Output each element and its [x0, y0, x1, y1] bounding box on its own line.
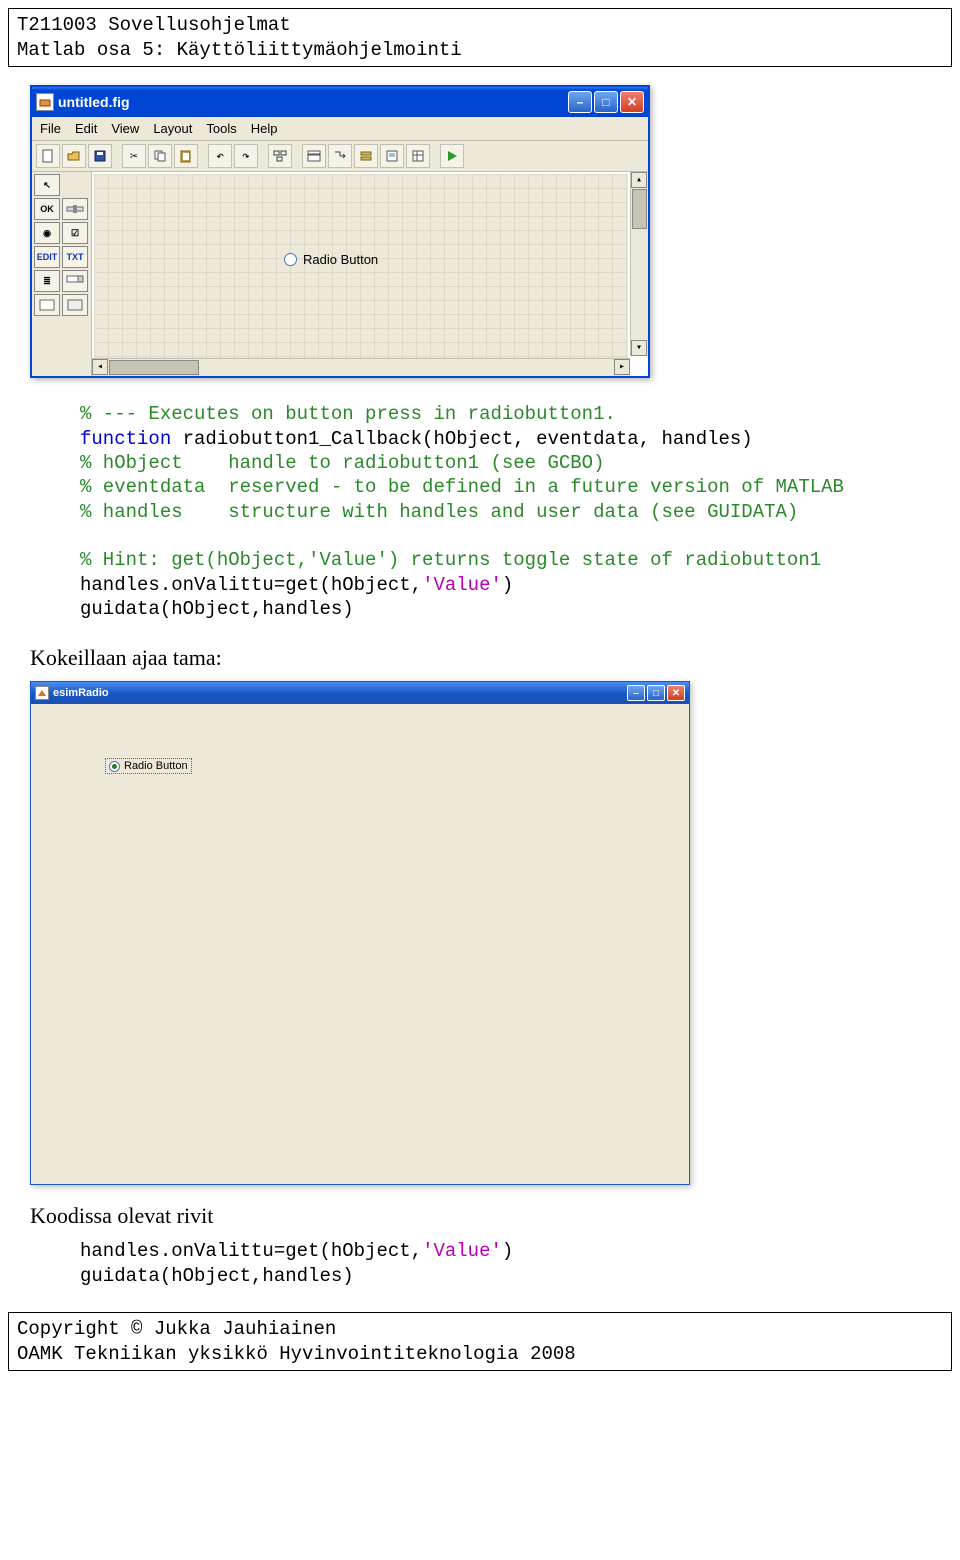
scroll-left-icon[interactable]: ◂ — [92, 359, 108, 375]
vertical-scrollbar[interactable]: ▴ ▾ — [630, 172, 648, 356]
panel-tool[interactable] — [62, 294, 88, 316]
code-line: handles.onValittu=get(hObject, — [80, 574, 422, 596]
radio-label: Radio Button — [303, 252, 378, 267]
code-line: guidata(hObject,handles) — [80, 1265, 354, 1287]
tab-order-icon[interactable] — [328, 144, 352, 168]
editor-icon[interactable] — [380, 144, 404, 168]
minimize-button[interactable]: – — [627, 685, 645, 701]
titlebar: untitled.fig – □ ✕ — [32, 87, 648, 117]
cut-icon[interactable]: ✂ — [122, 144, 146, 168]
checkbox-tool[interactable]: ☑ — [62, 222, 88, 244]
separator — [114, 144, 120, 168]
paste-icon[interactable] — [174, 144, 198, 168]
undo-icon[interactable]: ↶ — [208, 144, 232, 168]
radiobutton-tool[interactable]: ◉ — [34, 222, 60, 244]
header-line1: T211003 Sovellusohjelmat — [17, 13, 943, 38]
minimize-button[interactable]: – — [568, 91, 592, 113]
code-block-1: % --- Executes on button press in radiob… — [80, 402, 960, 621]
guide-icon — [36, 93, 54, 111]
component-palette: ↖ OK ◉ ☑ EDIT TXT ≣ — [32, 172, 92, 376]
menu-layout[interactable]: Layout — [153, 121, 192, 136]
header-line2: Matlab osa 5: Käyttöliittymäohjelmointi — [17, 38, 943, 63]
esim-body: Radio Button — [31, 704, 689, 1184]
esim-title: esimRadio — [53, 687, 109, 699]
canvas-wrap: Radio Button ▴ ▾ ◂ ▸ — [92, 172, 648, 376]
layout-canvas[interactable]: Radio Button — [94, 174, 628, 374]
property-inspector-icon[interactable] — [406, 144, 430, 168]
edit-tool[interactable]: EDIT — [34, 246, 60, 268]
esim-titlebar: esimRadio – □ ✕ — [31, 682, 689, 704]
text-koodissa: Koodissa olevat rivit — [30, 1203, 930, 1229]
matlab-icon — [35, 686, 49, 700]
code-line: % --- Executes on button press in radiob… — [80, 403, 616, 425]
scroll-thumb[interactable] — [632, 189, 647, 229]
toolbar: ✂ ↶ ↷ — [32, 141, 648, 172]
esim-window-controls: – □ ✕ — [627, 685, 685, 701]
select-tool[interactable]: ↖ — [34, 174, 60, 196]
open-icon[interactable] — [62, 144, 86, 168]
code-line: ) — [502, 1240, 513, 1262]
scroll-up-icon[interactable]: ▴ — [631, 172, 647, 188]
esim-radio-label: Radio Button — [124, 760, 188, 772]
maximize-button[interactable]: □ — [647, 685, 665, 701]
close-button[interactable]: ✕ — [620, 91, 644, 113]
run-icon[interactable] — [440, 144, 464, 168]
save-icon[interactable] — [88, 144, 112, 168]
guide-window: untitled.fig – □ ✕ File Edit View Layout… — [30, 85, 650, 378]
code-string: 'Value' — [422, 1240, 502, 1262]
popup-tool[interactable] — [62, 270, 88, 292]
radio-selected-icon — [109, 761, 120, 772]
code-line: % eventdata reserved - to be defined in … — [80, 476, 844, 498]
code-line: % Hint: get(hObject,'Value') returns tog… — [80, 549, 821, 571]
menu-editor-icon[interactable] — [302, 144, 326, 168]
code-line: ) — [502, 574, 513, 596]
code-keyword: function — [80, 428, 171, 450]
esim-window: esimRadio – □ ✕ Radio Button — [30, 681, 690, 1185]
code-line: handles.onValittu=get(hObject, — [80, 1240, 422, 1262]
redo-icon[interactable]: ↷ — [234, 144, 258, 168]
horizontal-scrollbar[interactable]: ◂ ▸ — [92, 358, 630, 376]
window-title: untitled.fig — [58, 94, 130, 110]
code-string: 'Value' — [422, 574, 502, 596]
text-kokeillaan: Kokeillaan ajaa tama: — [30, 645, 930, 671]
code-line: % handles structure with handles and use… — [80, 501, 798, 523]
scroll-thumb[interactable] — [109, 360, 199, 375]
scroll-down-icon[interactable]: ▾ — [631, 340, 647, 356]
pushbutton-tool[interactable]: OK — [34, 198, 60, 220]
separator — [432, 144, 438, 168]
copy-icon[interactable] — [148, 144, 172, 168]
align-icon[interactable] — [268, 144, 292, 168]
maximize-button[interactable]: □ — [594, 91, 618, 113]
axes-tool[interactable] — [34, 294, 60, 316]
doc-footer: Copyright © Jukka Jauhiainen OAMK Teknii… — [8, 1312, 952, 1371]
footer-line2: OAMK Tekniikan yksikkö Hyvinvointiteknol… — [17, 1342, 943, 1367]
separator — [294, 144, 300, 168]
text-tool[interactable]: TXT — [62, 246, 88, 268]
toolbar-editor-icon[interactable] — [354, 144, 378, 168]
doc-header: T211003 Sovellusohjelmat Matlab osa 5: K… — [8, 8, 952, 67]
menu-file[interactable]: File — [40, 121, 61, 136]
menu-edit[interactable]: Edit — [75, 121, 97, 136]
esim-radiobutton[interactable]: Radio Button — [105, 758, 192, 774]
scroll-right-icon[interactable]: ▸ — [614, 359, 630, 375]
new-icon[interactable] — [36, 144, 60, 168]
separator — [260, 144, 266, 168]
menu-help[interactable]: Help — [251, 121, 278, 136]
window-controls: – □ ✕ — [568, 91, 644, 113]
menubar: File Edit View Layout Tools Help — [32, 117, 648, 141]
footer-line1: Copyright © Jukka Jauhiainen — [17, 1317, 943, 1342]
separator — [200, 144, 206, 168]
close-button[interactable]: ✕ — [667, 685, 685, 701]
menu-tools[interactable]: Tools — [206, 121, 236, 136]
listbox-tool[interactable]: ≣ — [34, 270, 60, 292]
code-line: guidata(hObject,handles) — [80, 598, 354, 620]
code-line: radiobutton1_Callback(hObject, eventdata… — [171, 428, 753, 450]
radiobutton-widget[interactable]: Radio Button — [284, 252, 378, 267]
code-line: % hObject handle to radiobutton1 (see GC… — [80, 452, 605, 474]
guide-body: ↖ OK ◉ ☑ EDIT TXT ≣ — [32, 172, 648, 376]
radio-icon — [284, 253, 297, 266]
slider-tool[interactable] — [62, 198, 88, 220]
code-block-2: handles.onValittu=get(hObject,'Value') g… — [80, 1239, 960, 1288]
menu-view[interactable]: View — [111, 121, 139, 136]
